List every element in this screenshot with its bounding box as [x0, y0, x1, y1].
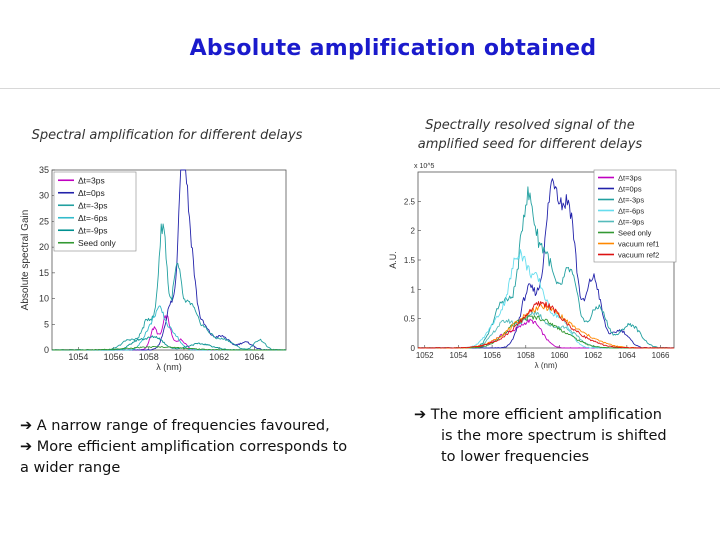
left-bullet-3: a wider range — [20, 460, 121, 476]
x-tick-label: 1054 — [68, 352, 88, 362]
y-axis-label: Absolute spectral Gain — [20, 210, 31, 311]
left-bullet-1: ➔ A narrow range of frequencies favoured… — [20, 418, 330, 434]
legend-entry: Δt=-3ps — [78, 200, 108, 210]
legend-entry: Δt=0ps — [618, 185, 642, 194]
y-tick-label: 2 — [411, 227, 416, 236]
legend-entry: vacuum ref2 — [618, 251, 659, 260]
legend-entry: Seed only — [78, 238, 117, 248]
chart-legend: Δt=3ps Δt=0ps Δt=-3ps Δt=-6ps Δt=-9ps Seed on… — [53, 171, 137, 252]
y-multiplier-label: x 10^5 — [414, 163, 435, 170]
x-tick-label: 1056 — [483, 351, 501, 360]
series-line-8 — [417, 301, 675, 349]
x-tick-label: 1064 — [244, 352, 264, 362]
legend-entry: Δt=3ps — [618, 174, 642, 183]
right-bullet-3: to lower frequencies — [441, 449, 590, 465]
y-axis-label: A.U. — [388, 251, 398, 269]
legend-box — [53, 171, 137, 252]
legend-entry: vacuum ref1 — [618, 240, 659, 249]
y-tick-label: 15 — [39, 268, 49, 278]
left-conclusions: ➔ A narrow range of frequencies favoured… — [20, 416, 370, 479]
gain-chart: 1054 1056 1058 1060 1062 1064 0 5 10 15 20 25 30 35 λ … — [20, 165, 287, 372]
x-tick-label: 1054 — [450, 351, 468, 360]
left-bullet-2: ➔ More efficient amplification correspon… — [20, 439, 348, 455]
slide-title: Absolute amplification obtained — [189, 36, 597, 61]
y-tick-label: 0 — [411, 344, 416, 353]
right-chart-caption: Spectrally resolved signal of the amplif… — [402, 116, 658, 154]
x-tick-label: 1066 — [652, 351, 670, 360]
right-bullet-2: is the more spectrum is shifted — [441, 428, 667, 444]
left-chart-caption: Spectral amplification for different del… — [31, 128, 303, 143]
right-caption-line-2: amplified seed for different delays — [417, 137, 643, 152]
legend-entry: Seed only — [618, 229, 652, 238]
right-conclusions: ➔ The more efficient amplification is th… — [414, 405, 714, 468]
legend-entry: Δt=-9ps — [78, 225, 108, 235]
legend-entry: Δt=-6ps — [618, 207, 644, 216]
y-tick-label: 0.5 — [404, 315, 416, 324]
x-tick-label: 1056 — [104, 352, 124, 362]
y-tick-label: 35 — [39, 165, 49, 175]
y-tick-label: 2.5 — [404, 197, 416, 206]
chart-legend: Δt=3ps Δt=0ps Δt=-3ps Δt=-6ps Δt=-9ps Seed on… — [593, 169, 677, 263]
x-tick-label: 1058 — [517, 351, 535, 360]
y-tick-label: 0 — [44, 345, 49, 355]
x-tick-label: 1058 — [139, 352, 159, 362]
y-tick-label: 1.5 — [404, 256, 416, 265]
y-tick-label: 20 — [39, 242, 49, 252]
legend-entry: Δt=-9ps — [618, 218, 644, 227]
y-tick-label: 30 — [39, 191, 49, 201]
y-tick-label: 1 — [411, 285, 416, 294]
legend-entry: Δt=-6ps — [78, 213, 108, 223]
title-divider — [0, 88, 720, 89]
x-tick-label: 1052 — [416, 351, 434, 360]
series-line-6 — [51, 346, 287, 351]
y-tick-label: 10 — [39, 294, 49, 304]
right-bullet-1: ➔ The more efficient amplification — [414, 407, 662, 423]
x-tick-label: 1060 — [551, 351, 569, 360]
spectrum-chart: 1052 1054 1056 1058 1060 1062 1064 1066 0 0.5 1 1.5… — [388, 163, 677, 370]
y-tick-label: 25 — [39, 216, 49, 226]
legend-box — [593, 169, 677, 263]
x-tick-label: 1064 — [618, 351, 636, 360]
x-axis-label: λ (nm) — [156, 362, 182, 372]
x-tick-label: 1062 — [209, 352, 229, 362]
right-caption-line-1: Spectrally resolved signal of the — [425, 118, 635, 133]
x-axis-label: λ (nm) — [535, 361, 558, 370]
legend-entry: Δt=3ps — [78, 175, 105, 185]
legend-entry: Δt=-3ps — [618, 196, 644, 205]
x-tick-label: 1062 — [584, 351, 602, 360]
y-tick-label: 5 — [44, 319, 49, 329]
x-tick-label: 1060 — [174, 352, 194, 362]
legend-entry: Δt=0ps — [78, 188, 105, 198]
